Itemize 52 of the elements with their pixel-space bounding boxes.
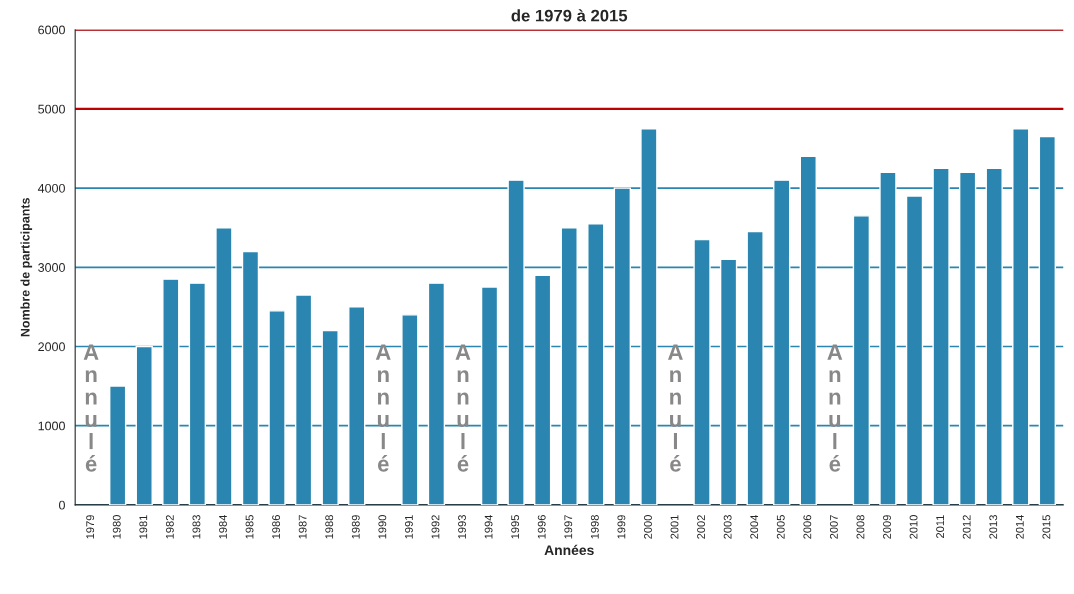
x-tick-label: 2003 [723, 515, 732, 539]
x-tick-label: 1995 [511, 515, 520, 539]
x-tick-label: 1994 [484, 514, 493, 539]
y-tick-label: 3000 [38, 263, 65, 272]
y-axis-title: Nombre de participants [20, 198, 33, 337]
x-tick-label: 2005 [776, 515, 785, 539]
x-tick-label: 1986 [272, 515, 281, 539]
x-tick-label: 2007 [829, 515, 838, 539]
x-tick-label: 2006 [803, 515, 812, 539]
x-tick-label: 2004 [750, 514, 759, 539]
annotation: Annulé [667, 344, 683, 472]
annotation: Annulé [375, 344, 391, 472]
x-tick-label: 2009 [883, 515, 891, 539]
x-tick-label: 1988 [325, 515, 334, 539]
x-tick-label: 1998 [590, 515, 599, 539]
x-tick-label: 2010 [909, 515, 918, 539]
x-tick-label: 1980 [112, 515, 121, 539]
x-tick-label: 1992 [431, 515, 440, 539]
x-tick-label: 1991 [404, 515, 413, 539]
x-tick-label: 2002 [697, 515, 706, 539]
x-tick-label: 1989 [351, 515, 360, 539]
x-tick-label: 1984 [219, 514, 227, 539]
y-tick-label: 4000 [37, 183, 65, 193]
x-tick-label: 2015 [1042, 515, 1051, 539]
y-tick-label: 2000 [38, 342, 65, 352]
y-tick-label: 0 [58, 500, 65, 510]
x-tick-label: 1987 [298, 515, 307, 539]
x-tick-label: 1981 [139, 515, 148, 539]
x-tick-label: 2011 [936, 515, 945, 538]
x-tick-label: 2013 [989, 515, 998, 539]
x-axis-title: Années [544, 544, 594, 556]
y-tick-label: 5000 [38, 104, 65, 114]
y-tick-label: 1000 [38, 421, 65, 431]
x-tick-label: 2012 [962, 515, 971, 539]
annotation: Annulé [827, 344, 843, 472]
x-tick-label: 1997 [564, 515, 573, 539]
y-tick-label: 6000 [38, 25, 65, 35]
x-tick-label: 2000 [644, 515, 652, 539]
x-tick-label: 1990 [378, 515, 387, 539]
x-tick-label: 1979 [86, 515, 95, 539]
x-tick-label: 1999 [617, 515, 626, 539]
x-tick-label: 1985 [245, 515, 254, 539]
x-tick-label: 2014 [1015, 514, 1024, 539]
x-tick-label: 1996 [537, 515, 546, 539]
x-tick-label: 2001 [670, 515, 679, 539]
annotation: Annulé [83, 344, 99, 472]
x-tick-label: 1982 [165, 515, 174, 539]
x-tick-label: 1983 [192, 515, 201, 539]
x-tick-label: 2008 [856, 515, 865, 539]
x-tick-label: 1993 [458, 515, 466, 539]
annotation: Annulé [455, 344, 471, 472]
chart-title: de 1979 à 2015 [511, 9, 628, 22]
